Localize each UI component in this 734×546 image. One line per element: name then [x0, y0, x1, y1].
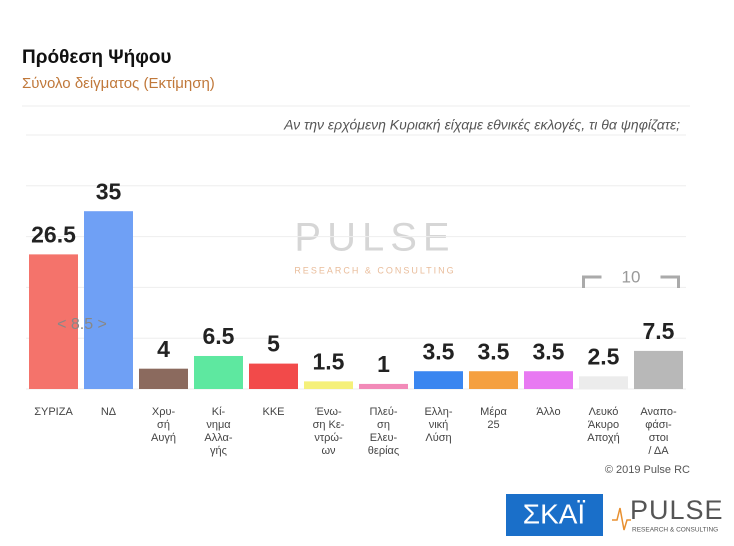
bar: [414, 371, 463, 389]
pulse-icon: [612, 507, 631, 531]
value-label: 3.5: [533, 338, 565, 364]
value-label: 4: [157, 336, 170, 362]
value-label: 1: [377, 351, 390, 377]
x-tick-label: Ένω- ση Κε- ντρώ- ων: [312, 406, 345, 457]
difference-annotation: < 8.5 >: [57, 316, 107, 333]
watermark: PULSE: [294, 216, 455, 260]
bar: [634, 350, 683, 389]
bar: [194, 355, 243, 389]
bar: [84, 211, 133, 389]
value-label: 6.5: [203, 323, 235, 349]
value-label: 3.5: [478, 338, 510, 364]
bar: [249, 363, 298, 389]
value-label: 5: [267, 331, 280, 357]
chart-title: Πρόθεση Ψήφου: [22, 47, 172, 68]
x-tick-label: ΣΥΡΙΖΑ: [34, 406, 73, 418]
value-label: 26.5: [31, 221, 76, 247]
bracket: [582, 275, 680, 288]
value-label: 1.5: [313, 348, 345, 374]
pulse-logo: PULSE: [630, 495, 724, 525]
skai-logo-text: ΣΚΑΪ: [523, 498, 586, 529]
x-tick-label: Χρυ- σή Αυγή: [151, 406, 176, 444]
x-tick-label: Λευκό Άκυρο Αποχή: [587, 406, 620, 444]
chart-subtitle: Σύνολο δείγματος (Εκτίμηση): [22, 75, 215, 92]
bar: [29, 254, 78, 389]
question: Αν την ερχόμενη Κυριακή είχαμε εθνικές ε…: [283, 117, 680, 133]
copyright: © 2019 Pulse RC: [605, 464, 690, 476]
pulse-logo-sub: RESEARCH & CONSULTING: [632, 527, 718, 534]
skai-logo: [506, 494, 603, 536]
x-tick-label: Αναπο- φάσι- στοι / ΔΑ: [640, 406, 677, 457]
bar: [304, 381, 353, 389]
bar: [524, 371, 573, 389]
bar: [469, 371, 518, 389]
bar: [579, 376, 628, 389]
x-tick-label: ΚΚΕ: [262, 406, 285, 418]
x-tick-label: Κί- νημα Αλλα- γής: [204, 406, 233, 457]
value-label: 35: [96, 178, 122, 204]
bar: [139, 368, 188, 389]
x-tick-label: Πλεύ- ση Ελευ- θερίας: [367, 406, 400, 457]
x-tick-label: Μέρα 25: [480, 406, 507, 431]
x-tick-label: Άλλο: [536, 406, 561, 418]
x-tick-label: Ελλη- νική Λύση: [424, 406, 453, 444]
watermark-sub: RESEARCH & CONSULTING: [294, 265, 455, 275]
bracket-annotation: 10: [622, 267, 641, 286]
value-label: 7.5: [643, 318, 675, 344]
bar: [359, 383, 408, 389]
value-label: 3.5: [423, 338, 455, 364]
value-label: 2.5: [588, 343, 620, 369]
x-tick-label: ΝΔ: [100, 406, 117, 418]
